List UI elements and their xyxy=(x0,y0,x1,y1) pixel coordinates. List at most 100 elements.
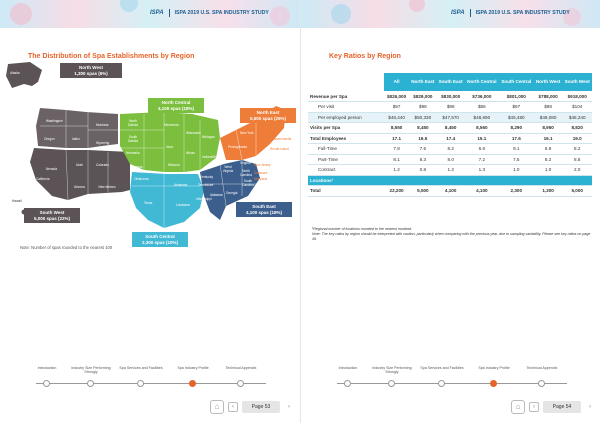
table-cell: $48,440 xyxy=(384,112,410,123)
table-cell: 7.8 xyxy=(384,143,410,155)
row-label: Revenue per Spa xyxy=(308,91,384,102)
table-cell: 7.2 xyxy=(464,154,499,165)
region-label-north-west: North West 1,300 spas (6%) xyxy=(60,63,122,79)
locations-cell xyxy=(533,175,563,186)
nav-dot[interactable] xyxy=(388,380,395,387)
nav-dot-active[interactable] xyxy=(490,380,497,387)
table-cell: $86 xyxy=(464,101,499,113)
brand: ISPA ISPA 2019 U.S. SPA INDUSTRY STUDY xyxy=(451,9,570,17)
nav-item-spa-industry-profile[interactable]: Spa Industry Profile xyxy=(177,366,209,370)
state-delaware: Delaware xyxy=(254,171,268,175)
state-michigan: Michigan xyxy=(202,135,215,139)
nav-dot[interactable] xyxy=(237,380,244,387)
table-cell: 0.8 xyxy=(409,164,437,176)
locations-label: Locations¹ xyxy=(308,175,384,186)
column-header: North West xyxy=(533,73,563,91)
state-alaska: Alaska xyxy=(10,71,20,75)
table-cell: 6.6 xyxy=(464,143,499,155)
nav-dot[interactable] xyxy=(87,380,94,387)
nav-item-spa-services[interactable]: Spa Services and Facilities xyxy=(420,366,464,370)
table-header-row: All North East South East North Central … xyxy=(308,73,592,91)
nav-item-technical-appendix[interactable]: Technical Appendix xyxy=(526,366,558,370)
nav-dot[interactable] xyxy=(137,380,144,387)
next-page-button[interactable]: › xyxy=(589,404,591,410)
state-new-jersey: New Jersey xyxy=(254,163,271,167)
table-cell: 4,100 xyxy=(436,185,465,197)
table-cell: $47,570 xyxy=(436,112,465,123)
ispa-logo: ISPA xyxy=(150,10,164,16)
pager: ⌂ ‹ Page 54 › xyxy=(511,400,597,414)
table-cell: 7.5 xyxy=(409,143,437,155)
table-cell: 8,450 xyxy=(409,122,437,134)
nav-item-industry-size[interactable]: Industry Size Performing Strongly xyxy=(71,366,111,375)
state-arizona: Arizona xyxy=(74,185,85,189)
state-idaho: Idaho xyxy=(72,137,80,141)
table-cell: 1.0 xyxy=(498,164,534,176)
table-cell: 8,560 xyxy=(464,122,499,134)
state-illinois: Illinois xyxy=(186,151,195,155)
locations-cell xyxy=(498,175,534,186)
home-icon[interactable]: ⌂ xyxy=(511,400,525,414)
row-label: Total xyxy=(308,185,384,197)
table-cell: 1.2 xyxy=(384,164,410,176)
nav-dot[interactable] xyxy=(438,380,445,387)
table-cell: 8.0 xyxy=(436,154,465,165)
table-cell: $788,000 xyxy=(533,91,563,102)
table-cell: $97 xyxy=(384,101,410,113)
state-texas: Texas xyxy=(144,201,153,205)
state-montana: Montana xyxy=(96,123,109,127)
ratios-title: Key Ratios by Region xyxy=(329,53,401,60)
next-page-button[interactable]: › xyxy=(288,404,290,410)
state-oklahoma: Oklahoma xyxy=(134,177,149,181)
table-cell: 8.1 xyxy=(384,154,410,165)
table-cell: 15.1 xyxy=(464,133,499,144)
table-cell: 8,950 xyxy=(533,122,563,134)
page-number: Page 54 xyxy=(543,401,581,413)
table-cell: $98 xyxy=(409,101,437,113)
nav-item-spa-industry-profile[interactable]: Spa Industry Profile xyxy=(478,366,510,370)
region-shape-south-west xyxy=(30,148,130,200)
footnote-locations: ¹Regional number of locations rounded to… xyxy=(312,227,413,231)
nav-dot[interactable] xyxy=(344,380,351,387)
table-cell: 16.1 xyxy=(533,133,563,144)
home-icon[interactable]: ⌂ xyxy=(210,400,224,414)
nav-item-introduction[interactable]: Introduction xyxy=(37,366,57,370)
nav-dot[interactable] xyxy=(538,380,545,387)
table-cell: $50,330 xyxy=(409,112,437,123)
prev-page-button[interactable]: ‹ xyxy=(529,402,539,412)
table-cell: $826,000 xyxy=(384,91,410,102)
table-cell: $736,000 xyxy=(464,91,499,102)
state-kentucky: Kentucky xyxy=(200,175,214,179)
nav-item-introduction[interactable]: Introduction xyxy=(338,366,358,370)
prev-page-button[interactable]: ‹ xyxy=(228,402,238,412)
state-utah: Utah xyxy=(76,163,83,167)
table-cell: $88 xyxy=(533,101,563,113)
column-header: All xyxy=(384,73,410,91)
table-row: Total Employees 17.1 16.5 17.4 15.1 17.6 16.1 1… xyxy=(308,133,592,144)
nav-item-industry-size[interactable]: Industry Size Performing Strongly xyxy=(372,366,412,375)
state-rhode-island: Rhode Island xyxy=(270,147,289,151)
state-wyoming: Wyoming xyxy=(96,141,110,145)
row-label: Full-Time xyxy=(308,143,384,155)
table-cell: 8,550 xyxy=(384,122,410,134)
pager: ⌂ ‹ Page 53 › xyxy=(210,400,296,414)
state-new-york: New York xyxy=(240,131,254,135)
table-row: Visits per Spa 8,550 8,450 8,450 8,560 8,290 8… xyxy=(308,122,592,134)
nav-item-technical-appendix[interactable]: Technical Appendix xyxy=(225,366,257,370)
table-cell: 1.3 xyxy=(464,164,499,176)
state-washington: Washington xyxy=(46,119,63,123)
table-cell: 19.0 xyxy=(562,133,592,144)
region-label-south-west: South West 5,000 spas (22%) xyxy=(24,208,80,224)
region-label-south-east: South East 4,100 spas (18%) xyxy=(236,202,292,218)
nav-dot-active[interactable] xyxy=(189,380,196,387)
section-nav: Introduction Industry Size Performing St… xyxy=(36,366,266,396)
table-cell: 8.2 xyxy=(436,143,465,155)
locations-cell xyxy=(464,175,499,186)
nav-item-spa-services[interactable]: Spa Services and Facilities xyxy=(119,366,163,370)
nav-dot[interactable] xyxy=(43,380,50,387)
column-header: South Central xyxy=(498,73,534,91)
table-cell: $830,000 xyxy=(436,91,465,102)
column-header: South East xyxy=(436,73,465,91)
state-kansas: Kansas xyxy=(132,165,143,169)
state-south-carolina: South Carolina xyxy=(242,179,254,187)
